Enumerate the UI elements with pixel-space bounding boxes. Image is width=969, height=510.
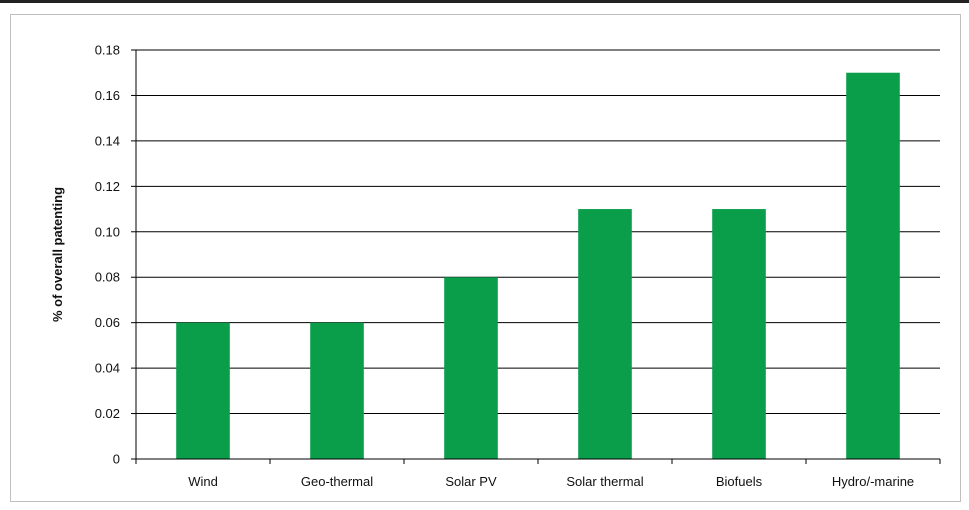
y-tick-label: 0.14	[95, 133, 120, 148]
y-tick-labels: 0 0.02 0.04 0.06 0.08 0.10 0.12 0.14 0.16 0.18	[95, 43, 120, 467]
top-border-rule	[0, 0, 969, 3]
y-tick-label: 0.04	[95, 361, 120, 376]
x-tick-label: Geo-thermal	[301, 474, 373, 489]
bar-hydro-marine	[846, 72, 900, 459]
x-tick-label: Wind	[188, 474, 218, 489]
y-tick-label: 0.06	[95, 315, 120, 330]
bars	[176, 72, 900, 459]
x-tick-labels: Wind Geo-thermal Solar PV Solar thermal Biof…	[188, 474, 914, 489]
x-tick-label: Solar PV	[445, 474, 497, 489]
y-tick-label: 0.10	[95, 224, 120, 239]
bar-solar-pv	[444, 277, 498, 459]
y-tick-label: 0.12	[95, 179, 120, 194]
y-tick-label: 0.18	[95, 43, 120, 58]
y-tick-label: 0	[113, 452, 120, 467]
y-tick-label: 0.08	[95, 270, 120, 285]
bar-biofuels	[712, 209, 766, 459]
x-tick-label: Solar thermal	[566, 474, 643, 489]
y-tick-label: 0.02	[95, 406, 120, 421]
axes	[131, 49, 941, 464]
y-axis-title: % of overall patenting	[50, 187, 65, 322]
bar-wind	[176, 322, 230, 459]
y-tick-label: 0.16	[95, 88, 120, 103]
bar-geo-thermal	[310, 322, 364, 459]
bar-solar-thermal	[578, 209, 632, 459]
x-tick-label: Hydro/-marine	[832, 474, 914, 489]
x-tick-label: Biofuels	[716, 474, 763, 489]
grid-lines	[136, 49, 940, 415]
